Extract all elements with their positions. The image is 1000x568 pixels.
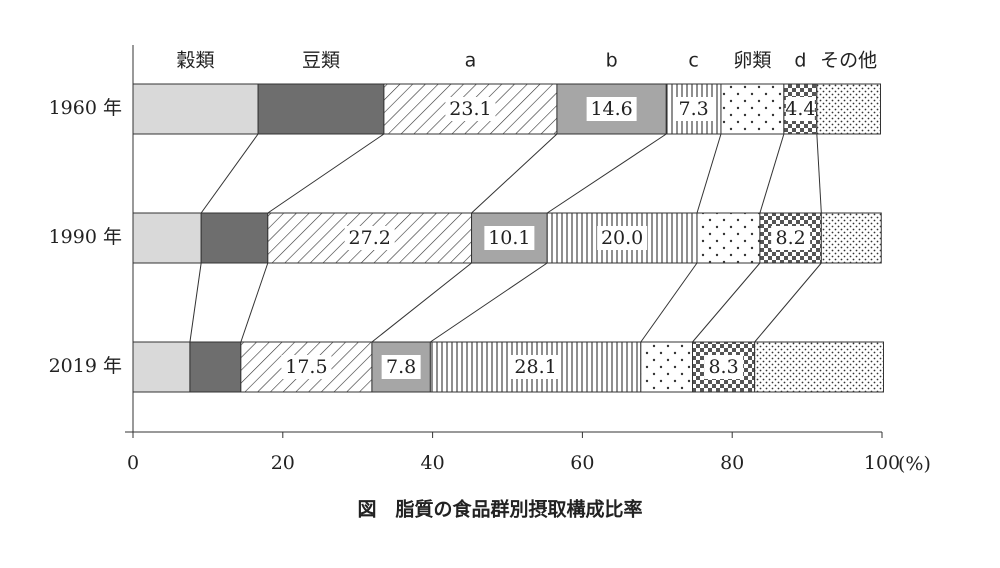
chart-title: 図 脂質の食品群別摂取構成比率 [357,498,642,521]
value-label: 7.8 [386,356,416,378]
bar-segment [200,212,269,264]
x-tick-label: 60 [570,452,594,474]
value-label: 14.6 [590,98,632,120]
value-label: 7.3 [679,98,709,120]
bar-segment [816,83,882,135]
value-label: 28.1 [514,356,556,378]
label-bg [704,355,744,379]
bar-segment [640,341,694,393]
value-label: 17.5 [285,356,327,378]
connector [754,262,822,343]
y-tick-label: 2019 年 [49,355,122,377]
x-tick-label: 20 [271,452,295,474]
bar-segment [820,212,882,264]
bar-segment [189,341,242,393]
y-tick-label: 1960 年 [49,97,122,119]
connector [200,133,259,214]
value-label: 20.0 [601,227,643,249]
legend-label: d [794,50,806,72]
connector [692,262,761,343]
bar-segment [132,341,191,393]
x-tick-label: 80 [720,452,744,474]
legend-label: 豆類 [302,50,340,72]
connector [430,262,548,343]
label-bg [510,355,561,379]
bar-segment [754,341,884,393]
connector [267,133,385,214]
label-bg [674,97,714,121]
connector [696,133,722,214]
label-bg [344,226,395,250]
value-label: 27.2 [349,227,391,249]
value-label: 4.4 [785,98,815,120]
connector [759,133,785,214]
bar-segment [257,83,385,135]
legend-label: 穀類 [177,50,215,72]
value-label: 8.3 [708,356,738,378]
label-bg [785,97,815,121]
connector [816,133,822,214]
connector [189,262,202,343]
x-axis-label: (%) [898,453,931,475]
connector [546,133,667,214]
connector [471,133,558,214]
value-label: 8.2 [776,227,806,249]
legend-label: a [465,50,477,72]
bar-segment [132,212,202,264]
legend-label: その他 [820,50,877,72]
value-label: 10.1 [488,227,530,249]
bar-segment [132,83,259,135]
connector [371,262,472,343]
legend-label: b [606,50,618,72]
label-bg [484,226,535,250]
x-tick-label: 0 [127,452,139,474]
connector [240,262,269,343]
label-bg [445,97,496,121]
x-tick-label: 100 [864,452,900,474]
label-bg [597,226,648,250]
label-bg [771,226,811,250]
label-bg [586,97,637,121]
label-bg [281,355,332,379]
label-bg [381,355,421,379]
bar-segment [720,83,785,135]
x-tick-label: 40 [421,452,445,474]
y-tick-label: 1990 年 [49,226,122,248]
connector [640,262,698,343]
value-label: 23.1 [449,98,491,120]
bar-segment [696,212,761,264]
legend-label: 卵類 [733,50,771,72]
legend-label: c [688,50,698,72]
